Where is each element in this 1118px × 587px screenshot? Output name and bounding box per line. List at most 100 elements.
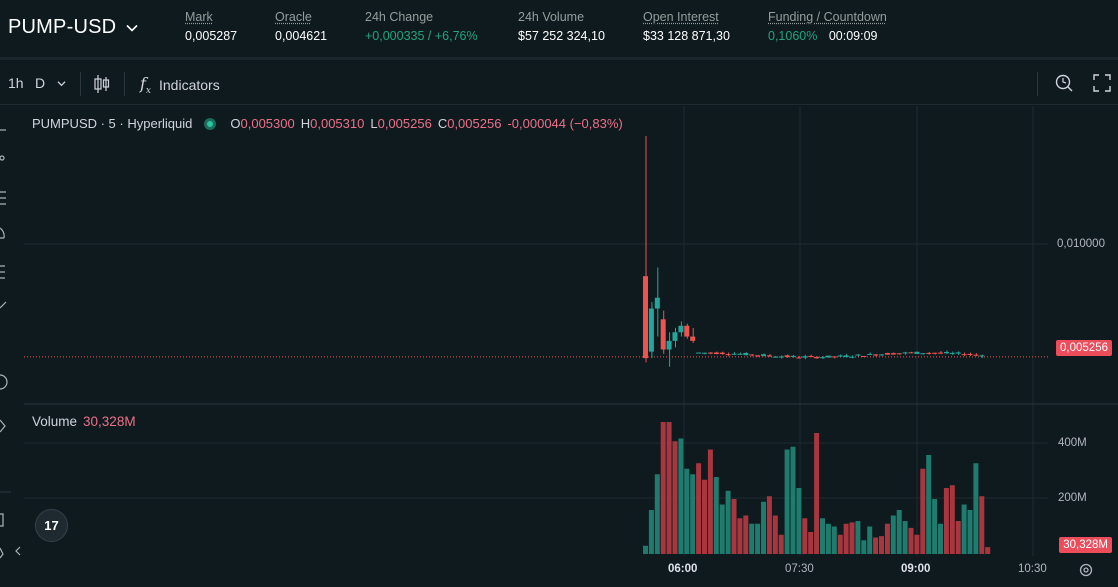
fullscreen-icon[interactable] — [1093, 74, 1111, 92]
volume-bar — [949, 485, 955, 554]
high-label: H — [300, 116, 311, 131]
candle-body — [672, 332, 678, 341]
candle-body — [719, 352, 725, 354]
volume-bar — [725, 490, 731, 554]
volume-bar — [985, 547, 991, 554]
volume-bar — [890, 515, 896, 554]
volume-legend-label[interactable]: Volume — [32, 414, 78, 429]
candle-body — [737, 353, 743, 355]
candle-body — [932, 352, 938, 354]
symbol-title[interactable]: PUMPUSD · 5 · Hyperliquid — [32, 116, 193, 131]
volume-bar — [755, 523, 761, 554]
candle-body — [938, 352, 943, 354]
chart-legend: PUMPUSD · 5 · Hyperliquid O0,005300 H 0,0… — [32, 116, 623, 131]
volume-stat: 24h Volume $57 252 324,10 — [518, 10, 605, 43]
volume-axis-tick: 400M — [1058, 437, 1087, 449]
candle-body — [814, 356, 820, 359]
open-interest-stat: Open Interest $33 128 871,30 — [643, 10, 730, 43]
candle-body — [678, 325, 684, 333]
open-interest-label[interactable]: Open Interest — [643, 10, 719, 24]
volume-bar — [879, 536, 884, 554]
current-volume-tag: 30,328M — [1059, 537, 1112, 553]
volume-bar — [666, 422, 672, 554]
low-value: 0,005256 — [377, 116, 432, 131]
volume-bar — [702, 479, 707, 554]
low-label: L — [370, 116, 378, 131]
volume-bar — [719, 504, 725, 554]
indicators-label: Indicators — [159, 77, 220, 94]
mark-label[interactable]: Mark — [185, 10, 213, 24]
oracle-label[interactable]: Oracle — [275, 10, 312, 24]
interval-dropdown-label: D — [35, 75, 46, 91]
candle-body — [949, 352, 955, 354]
volume-bar — [802, 518, 808, 554]
current-price-tag: 0,005256 — [1056, 340, 1112, 356]
chevron-down-icon — [126, 24, 138, 32]
tradingview-logo[interactable]: 17 — [35, 509, 68, 542]
volume-bar — [932, 499, 938, 554]
candles-icon[interactable] — [93, 74, 111, 94]
candle-body — [808, 355, 814, 357]
funding-rate: 0,1060% — [768, 29, 818, 43]
volume-bar — [961, 504, 967, 554]
open-value: 0,005300 — [240, 116, 295, 131]
volume-bar — [643, 545, 648, 554]
indicators-button[interactable]: fx Indicators — [140, 74, 220, 96]
candle-body — [696, 352, 702, 354]
volume-bar — [873, 537, 879, 554]
candle-body — [643, 276, 648, 359]
volume-bar — [955, 521, 961, 554]
interval-1h-button[interactable]: 1h — [8, 75, 24, 91]
volume-bar — [737, 518, 743, 554]
chart-grid — [24, 106, 1048, 556]
open-label: O — [230, 116, 241, 131]
change-stat: 24h Change +0,000335 / +6,76% — [365, 10, 478, 43]
candle-body — [890, 353, 896, 355]
close-label: C — [437, 116, 448, 131]
volume-bar — [749, 523, 755, 554]
candle-body — [861, 355, 867, 357]
candle-body — [707, 352, 713, 354]
interval-dropdown[interactable]: D — [35, 75, 66, 91]
time-axis-tick: 10:30 — [1018, 563, 1047, 575]
candle-body — [743, 352, 749, 356]
candle-body — [784, 355, 790, 357]
volume-bar — [908, 527, 914, 554]
volume-bar — [690, 474, 696, 554]
candle-body — [684, 325, 690, 337]
drawing-tools-icons[interactable] — [0, 106, 12, 587]
collapse-toolbar-icon[interactable] — [14, 546, 22, 556]
pair-selector[interactable]: PUMP-USD — [8, 16, 138, 39]
volume-bar — [678, 438, 684, 554]
candle-body — [749, 354, 755, 356]
gear-icon[interactable] — [1078, 562, 1094, 578]
volume-legend-value: 30,328M — [83, 414, 136, 429]
price-chart[interactable] — [24, 106, 1118, 587]
volume-bar — [831, 526, 837, 554]
volume-bar — [896, 510, 902, 554]
volume-bar — [790, 446, 796, 554]
snapshot-icon[interactable] — [1054, 73, 1074, 93]
volume-bar — [713, 477, 719, 554]
volume-bar — [731, 499, 737, 554]
candle-body — [761, 354, 766, 356]
time-axis-tick: 07:30 — [785, 563, 814, 575]
volume-bar — [648, 510, 654, 554]
candle-body — [908, 352, 914, 354]
volume-bar — [672, 441, 678, 554]
volume-bar — [814, 433, 820, 554]
candle-body — [690, 336, 696, 341]
mark-value: 0,005287 — [185, 29, 238, 43]
volume-bar — [808, 532, 814, 554]
candle-body — [902, 352, 908, 354]
volume-bar — [825, 523, 831, 554]
change-value: +0,000335 / +6,76% — [365, 29, 478, 43]
market-header: PUMP-USD Mark 0,005287 Oracle 0,004621 2… — [0, 0, 1118, 60]
candle-body — [766, 355, 772, 357]
funding-label[interactable]: Funding / Countdown — [768, 10, 887, 24]
candle-body — [879, 354, 884, 356]
volume-bar — [761, 501, 766, 554]
candle-body — [796, 357, 802, 359]
candle-body — [755, 355, 761, 357]
open-interest-value: $33 128 871,30 — [643, 29, 730, 43]
